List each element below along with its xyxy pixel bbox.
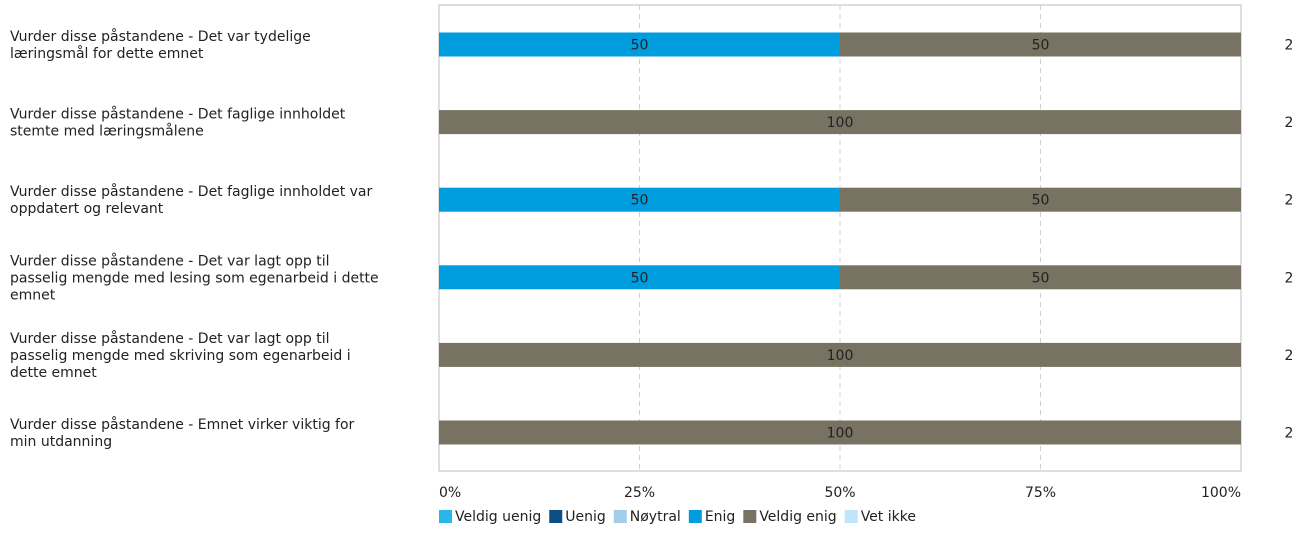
- category-label: Vurder disse påstandene - Det var lagt o…: [10, 330, 351, 381]
- response-count: 2: [1285, 348, 1294, 364]
- legend-swatch: [844, 510, 858, 523]
- bar-value-label: 100: [827, 115, 854, 131]
- bar-segment: [439, 110, 1241, 135]
- x-tick-label: 75%: [1025, 485, 1056, 501]
- bar-segment: [840, 187, 1241, 212]
- x-tick-label: 25%: [624, 485, 655, 501]
- bars: 50 50 100 50 50 50 50 100 100: [439, 32, 1241, 445]
- bar-segment: [439, 342, 1241, 367]
- bar-value-label: 100: [827, 426, 854, 442]
- category-label: Vurder disse påstandene - Det var lagt o…: [10, 252, 379, 303]
- category-label: Vurder disse påstandene - Emnet virker v…: [10, 416, 355, 450]
- category-label: Vurder disse påstandene - Det var tydeli…: [10, 28, 311, 62]
- x-tick-label: 0%: [439, 485, 461, 501]
- bar-segment: [439, 420, 1241, 445]
- bar-value-label: 50: [631, 270, 649, 286]
- bar-value-label: 50: [1032, 38, 1050, 54]
- legend-label: Enig: [705, 509, 736, 525]
- legend-label: Veldig uenig: [455, 509, 541, 525]
- legend-swatch: [549, 510, 563, 523]
- bar-segment: [439, 32, 840, 57]
- bar-value-label: 100: [827, 348, 854, 364]
- bar-value-label: 50: [1032, 193, 1050, 209]
- legend-swatch: [439, 510, 452, 523]
- response-count: 2: [1285, 193, 1294, 209]
- bar-segment: [439, 187, 840, 212]
- bar-segment: [439, 265, 840, 290]
- legend-swatch: [743, 510, 757, 523]
- legend-label: Uenig: [565, 509, 606, 525]
- bar-value-label: 50: [631, 193, 649, 209]
- bar-value-label: 50: [1032, 270, 1050, 286]
- legend-label: Vet ikke: [861, 509, 916, 525]
- bar-segment: [840, 32, 1241, 57]
- category-labels: Vurder disse påstandene - Det var tydeli…: [10, 28, 379, 450]
- bar-segment: [840, 265, 1241, 290]
- legend-label: Veldig enig: [759, 509, 836, 525]
- legend-swatch: [613, 510, 627, 523]
- response-count: 2: [1285, 115, 1294, 131]
- category-label: Vurder disse påstandene - Det faglige in…: [10, 106, 346, 140]
- x-tick-label: 50%: [824, 485, 855, 501]
- response-counts: 2 2 2 2 2 2: [1285, 38, 1294, 442]
- legend: Veldig uenig Uenig Nøytral Enig Veldig enig V…: [439, 509, 916, 525]
- bar-value-label: 50: [631, 38, 649, 54]
- response-count: 2: [1285, 270, 1294, 286]
- category-label: Vurder disse påstandene - Det faglige in…: [10, 183, 373, 217]
- gridlines: [438, 4, 1242, 472]
- response-count: 2: [1285, 426, 1294, 442]
- legend-swatch: [688, 510, 702, 523]
- x-axis: 0% 25% 50% 75% 100%: [439, 485, 1241, 501]
- legend-label: Nøytral: [630, 509, 681, 525]
- x-tick-label: 100%: [1201, 485, 1241, 501]
- response-count: 2: [1285, 38, 1294, 54]
